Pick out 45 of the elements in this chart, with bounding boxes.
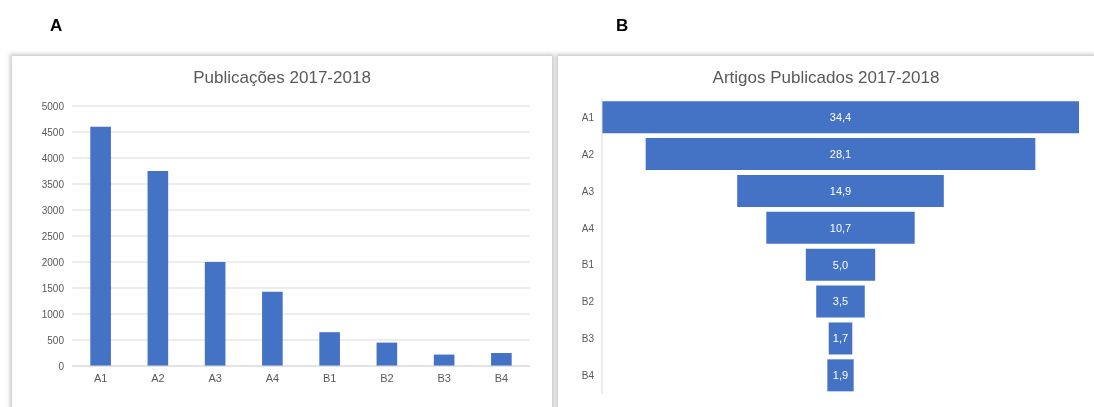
data-label: 28,1 (829, 147, 852, 160)
y-tick-label: 5000 (41, 100, 65, 112)
data-label: 5,0 (832, 258, 849, 271)
y-tick-label: 0 (58, 360, 65, 372)
x-tick-label: A4 (265, 371, 280, 384)
y-tick-label: 4000 (41, 152, 65, 164)
category-label: A4 (581, 222, 595, 234)
y-tick-label: 4500 (41, 126, 65, 138)
x-tick-label: B2 (380, 371, 394, 384)
category-label: A2 (581, 148, 595, 160)
y-tick-label: 1500 (41, 282, 65, 294)
bar (376, 342, 398, 366)
category-label: B2 (581, 296, 595, 308)
category-label: A3 (581, 185, 595, 197)
y-tick-label: 3000 (41, 204, 65, 216)
bar (491, 353, 512, 366)
y-tick-label: 500 (47, 334, 65, 346)
category-label: B3 (581, 333, 595, 345)
text: A (50, 16, 63, 36)
y-tick-label: 2000 (41, 256, 65, 268)
category-label: B1 (581, 259, 595, 271)
x-tick-label: A3 (208, 371, 222, 384)
bar (262, 291, 283, 366)
y-tick-label: 3500 (41, 178, 65, 190)
y-tick-label: 1000 (41, 308, 65, 320)
text: Artigos Publicados 2017-2018 (711, 68, 941, 88)
category-label: A1 (581, 111, 595, 123)
x-tick-label: A1 (93, 371, 108, 384)
bar (204, 262, 226, 366)
x-tick-label: A2 (151, 371, 165, 384)
data-label: 34,4 (829, 111, 852, 124)
data-label: 14,9 (829, 184, 852, 197)
bar (147, 171, 169, 366)
bar (90, 126, 111, 366)
x-tick-label: B1 (322, 371, 337, 384)
chart-title: Publicações 2017-2018 (192, 68, 372, 88)
data-label: 10,7 (829, 221, 852, 234)
data-label: 1,7 (832, 332, 849, 345)
y-tick-label: 2500 (41, 230, 65, 242)
data-label: 1,9 (832, 369, 849, 382)
bar (319, 332, 340, 366)
x-tick-label: B3 (437, 371, 451, 384)
text: B (616, 16, 629, 36)
x-tick-label: B4 (494, 371, 509, 384)
data-label: 3,5 (832, 295, 849, 308)
